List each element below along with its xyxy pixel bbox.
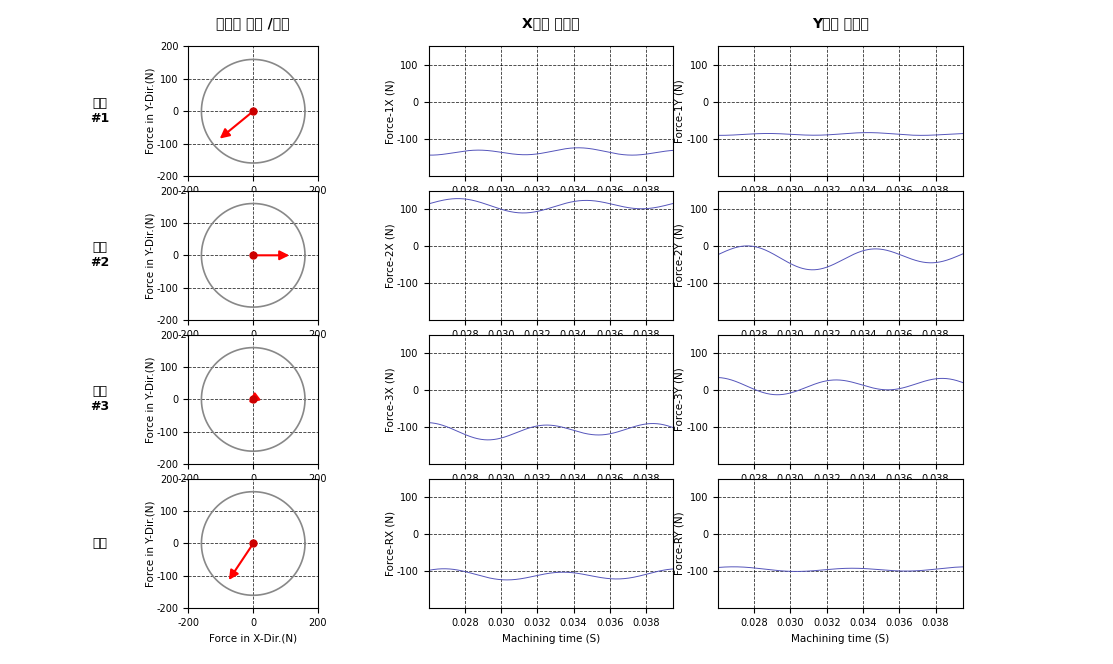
Text: Y방향 절삭력: Y방향 절삭력 <box>811 16 869 30</box>
X-axis label: Force in X-Dir.(N): Force in X-Dir.(N) <box>209 345 297 355</box>
X-axis label: Machining time (S): Machining time (S) <box>502 345 600 355</box>
Y-axis label: Force in Y-Dir.(N): Force in Y-Dir.(N) <box>146 356 156 443</box>
X-axis label: Force in X-Dir.(N): Force in X-Dir.(N) <box>209 633 297 643</box>
Y-axis label: Force-RY (N): Force-RY (N) <box>674 512 684 575</box>
Text: 공구
#2: 공구 #2 <box>90 241 110 270</box>
Y-axis label: Force in Y-Dir.(N): Force in Y-Dir.(N) <box>146 68 156 155</box>
X-axis label: Machining time (S): Machining time (S) <box>502 201 600 211</box>
X-axis label: Machining time (S): Machining time (S) <box>791 489 889 499</box>
X-axis label: Force in X-Dir.(N): Force in X-Dir.(N) <box>209 489 297 499</box>
Text: X방향 절삭력: X방향 절삭력 <box>522 16 580 30</box>
Y-axis label: Force-3X (N): Force-3X (N) <box>385 367 395 432</box>
Y-axis label: Force-1Y (N): Force-1Y (N) <box>674 79 684 143</box>
X-axis label: Machining time (S): Machining time (S) <box>791 633 889 643</box>
X-axis label: Machining time (S): Machining time (S) <box>502 633 600 643</box>
Y-axis label: Force in Y-Dir.(N): Force in Y-Dir.(N) <box>146 212 156 299</box>
Text: 합력: 합력 <box>92 537 108 550</box>
Text: 공구
#3: 공구 #3 <box>90 385 110 414</box>
Text: 공구
#1: 공구 #1 <box>90 97 110 125</box>
X-axis label: Machining time (S): Machining time (S) <box>791 345 889 355</box>
Y-axis label: Force-3Y (N): Force-3Y (N) <box>674 367 684 432</box>
X-axis label: Machining time (S): Machining time (S) <box>791 201 889 211</box>
Y-axis label: Force-2X (N): Force-2X (N) <box>385 223 395 288</box>
Text: 절삭력 방향 /크기: 절삭력 방향 /크기 <box>216 16 290 30</box>
Y-axis label: Force-RX (N): Force-RX (N) <box>385 511 395 576</box>
Y-axis label: Force-2Y (N): Force-2Y (N) <box>674 223 684 288</box>
X-axis label: Machining time (S): Machining time (S) <box>502 489 600 499</box>
Y-axis label: Force-1X (N): Force-1X (N) <box>385 79 395 143</box>
Y-axis label: Force in Y-Dir.(N): Force in Y-Dir.(N) <box>146 500 156 587</box>
X-axis label: Force in X-Dir.(N): Force in X-Dir.(N) <box>209 201 297 211</box>
